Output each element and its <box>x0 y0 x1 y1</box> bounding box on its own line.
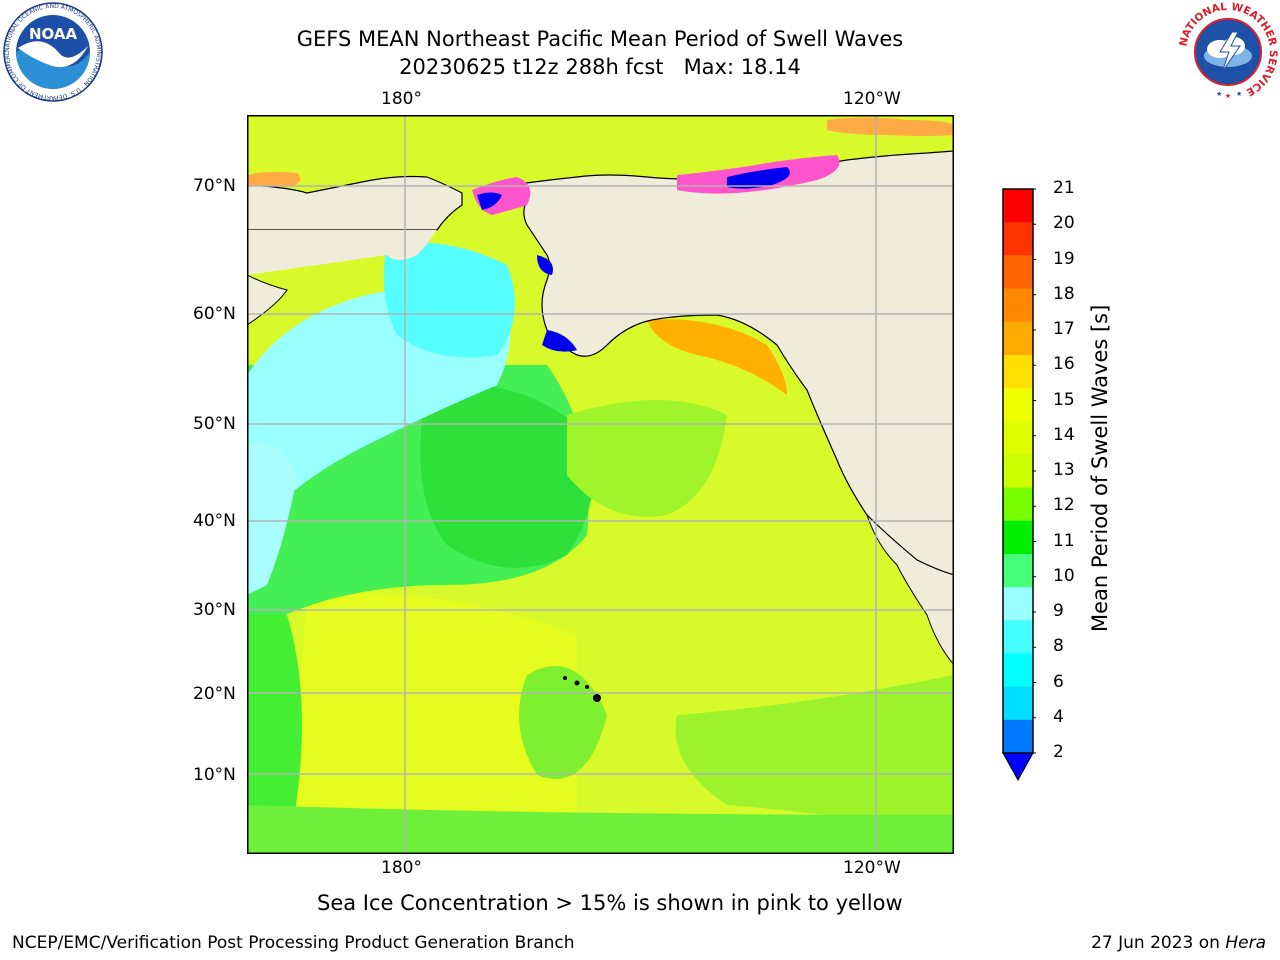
colorbar-extend-arrow <box>1002 752 1034 782</box>
colorbar-tick-label: 20 <box>1053 213 1075 234</box>
footer-host: Hera <box>1225 933 1266 953</box>
colorbar-segment <box>1003 487 1033 522</box>
colorbar-segment <box>1003 653 1033 688</box>
colorbar-tick-label: 2 <box>1053 742 1064 762</box>
map-frame <box>247 115 954 854</box>
colorbar-segment <box>1003 520 1033 555</box>
colorbar-segment <box>1003 354 1033 389</box>
chart-subtitle: 20230625 t12z 288h fcst Max: 18.14 <box>399 55 801 79</box>
chart-title: GEFS MEAN Northeast Pacific Mean Period … <box>296 27 904 51</box>
lat-label-30n: 30°N <box>193 600 236 620</box>
land-chukotka <box>247 230 437 275</box>
colorbar-tick-label: 14 <box>1053 424 1075 445</box>
colorbar-tick-label: 13 <box>1053 460 1075 480</box>
ocean-green-central <box>567 400 727 517</box>
colorbar-segment <box>1003 255 1033 290</box>
colorbar-segment <box>1003 686 1033 721</box>
lon-label-bottom-180: 180° <box>381 858 422 878</box>
colorbar-segment <box>1003 321 1033 356</box>
sea-ice-note: Sea Ice Concentration > 15% is shown in … <box>317 891 903 915</box>
footer-branch: NCEP/EMC/Verification Post Processing Pr… <box>12 933 575 953</box>
lon-label-bottom-120w: 120°W <box>843 858 901 878</box>
sea-ice-beaufort-blue <box>727 167 790 189</box>
colorbar-tick-label: 19 <box>1053 248 1075 269</box>
colorbar-segment <box>1003 288 1033 323</box>
noaa-logo-text: NOAA <box>29 25 78 43</box>
graticule <box>247 115 954 854</box>
colorbar-title: Mean Period of Swell Waves [s] <box>1088 304 1112 632</box>
colorbar-segment <box>1003 719 1033 754</box>
colorbar-tick-label: 4 <box>1053 706 1064 727</box>
ocean-orange-gulf-alaska <box>647 319 787 395</box>
colorbar-tick-label: 9 <box>1053 601 1064 621</box>
colorbar-segment <box>1003 189 1033 223</box>
map-panel <box>247 115 954 854</box>
ocean-green-east <box>675 675 954 835</box>
land-siberia <box>247 175 463 231</box>
noaa-logo: NATIONAL OCEANIC AND ATMOSPHERIC ADMINIS… <box>2 2 103 102</box>
svg-text:★: ★ <box>1225 92 1231 100</box>
colorbar-tick-label: 18 <box>1053 283 1075 304</box>
hawaii-island-big <box>593 694 601 702</box>
hawaii-island-1 <box>563 676 567 680</box>
ocean-cyan-west-edge <box>247 443 297 595</box>
colorbar-tick-label: 6 <box>1053 671 1064 692</box>
footer-date-text: 27 Jun 2023 on <box>1091 933 1226 953</box>
colorbar-frame <box>1002 188 1034 754</box>
lon-label-top-180: 180° <box>381 89 422 109</box>
colorbar-segment <box>1003 388 1033 422</box>
ocean-cyan-bering <box>383 242 515 358</box>
colorbar-segment <box>1003 587 1033 621</box>
colorbar-segment <box>1003 553 1033 588</box>
colorbar-tick-label: 15 <box>1053 389 1075 410</box>
lat-label-60n: 60°N <box>193 304 236 324</box>
ocean-green-dark-core <box>420 383 594 568</box>
colorbar-tick-label: 17 <box>1053 319 1075 339</box>
colorbar-segment <box>1003 620 1033 654</box>
colorbar-segment <box>1003 454 1033 489</box>
ocean-green-south <box>247 805 954 854</box>
svg-text:★: ★ <box>1216 90 1222 98</box>
hawaii-island-3 <box>585 685 589 689</box>
sea-ice-bristol-bay <box>542 330 577 352</box>
ocean-yellow-band-west <box>287 593 577 854</box>
hawaii-island-2 <box>574 680 580 686</box>
colorbar-tick-label: 11 <box>1053 530 1075 551</box>
sea-ice-east-siberian-orange <box>247 171 301 187</box>
lon-label-top-120w: 120°W <box>843 89 901 109</box>
colorbar-tick-label: 16 <box>1053 354 1075 375</box>
svg-text:★: ★ <box>1236 90 1242 98</box>
colorbar <box>1002 188 1036 782</box>
sea-ice-arctic-orange <box>827 117 954 136</box>
land-kamchatka-tip <box>247 274 288 326</box>
colorbar-tick-label: 10 <box>1053 565 1075 586</box>
sea-ice-norton-sound <box>537 255 553 275</box>
ocean-cyan-northwest <box>247 289 511 595</box>
lat-label-50n: 50°N <box>193 414 236 434</box>
colorbar-tick-label: 12 <box>1053 495 1075 516</box>
colorbar-segment <box>1003 421 1033 455</box>
lat-label-70n: 70°N <box>193 176 236 196</box>
colorbar-segment <box>1003 222 1033 256</box>
colorbar-tick-label: 8 <box>1053 636 1064 657</box>
ocean-green-hawaii-shadow <box>519 666 607 779</box>
land-pacific-northwest <box>866 514 954 666</box>
nws-logo: NATIONAL WEATHER SERVICE ★ ★ ★ <box>1177 2 1279 101</box>
lat-label-20n: 20°N <box>193 684 236 704</box>
sea-ice-chukchi-blue <box>477 192 502 210</box>
footer-date: 27 Jun 2023 on Hera <box>1091 933 1266 953</box>
lat-label-10n: 10°N <box>193 765 236 785</box>
ocean-green-west-edge <box>247 615 302 854</box>
lat-label-40n: 40°N <box>193 511 236 531</box>
colorbar-tick-label: 21 <box>1053 178 1075 198</box>
